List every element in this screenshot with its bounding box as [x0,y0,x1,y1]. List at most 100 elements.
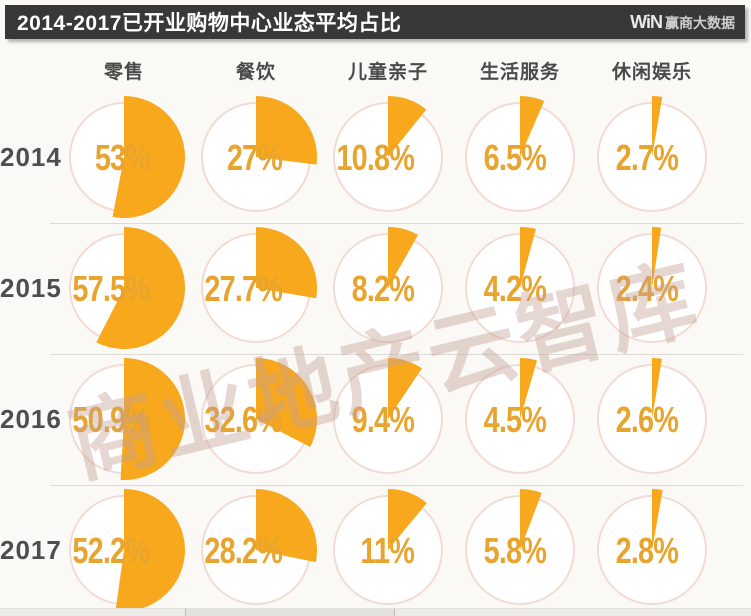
column-headers: 零售 餐饮 儿童亲子 生活服务 休闲娱乐 [58,57,718,84]
percent-text: 52.2% [72,529,150,571]
percent-text: 2.7% [615,136,679,178]
pie-slice [388,227,419,288]
pie-chart [333,227,443,343]
pie-slice [256,96,318,165]
year-label: 2015 [0,273,62,303]
pie-chart [465,489,575,605]
pie-cell: 53% [58,92,190,223]
pie-chart [201,227,317,343]
brand-name: 赢商大数据 [665,14,735,31]
percent-label: 8.2% [336,267,415,310]
pie-cell: 28.2% [190,485,322,616]
pie-cell: 50.9% [58,354,190,485]
percent-text: 4.2% [483,267,547,309]
pie-cell: 10.8% [322,92,454,223]
percent-label: 11% [347,530,414,572]
percent-text: 6.5% [483,136,547,178]
percent-text: 5.8% [483,529,547,571]
percent-text: 2.8% [615,529,679,571]
pie-grid: 2014 53% 27% 10.8% 6.5% 2.7% 2015 57.5% 27.7% 8.2… [0,92,751,616]
percent-text: 9.4% [351,398,415,440]
year-label: 2014 [0,142,62,172]
pie-chart [597,489,707,605]
pie-slice [520,489,542,550]
percent-label: 28.2% [185,530,282,572]
pie-slice [652,489,663,550]
pie-slice [256,227,317,299]
pie-chart [597,358,707,474]
pie-cell: 57.5% [58,223,190,354]
pie-slice [256,489,317,563]
strip-segment [185,609,395,616]
pie-cell: 2.6% [586,354,718,485]
year-row-2015: 2015 57.5% 27.7% 8.2% 4.2% 2.4% [0,223,751,354]
pie-cell: 2.8% [586,485,718,616]
percent-text: 11% [360,529,414,571]
percent-label: 53% [81,136,151,179]
pie-slice [112,96,185,218]
pie-cell: 9.4% [322,354,454,485]
pie-slice [520,358,538,419]
pie-cell: 4.5% [454,354,586,485]
pie-cell: 27.7% [190,223,322,354]
pie-chart [69,358,186,480]
pie-slice [520,227,536,288]
pie-slice [652,96,663,157]
pie-slice [256,358,318,448]
pie-slice [388,96,427,157]
pie-slice [652,227,662,288]
percent-label: 50.9% [53,399,150,441]
pie-cell: 11% [322,485,454,616]
percent-text: 50.9% [72,398,150,440]
year-row-2017: 2017 52.2% 28.2% 11% 5.8% 2.8% [0,485,751,616]
pie-cell: 27% [190,92,322,223]
pie-cell: 2.7% [586,92,718,223]
pie-cell: 6.5% [454,92,586,223]
percent-text: 27% [226,136,283,178]
pie-slice [388,489,427,550]
percent-text: 2.4% [615,267,679,309]
pie-chart [201,358,318,474]
pie-chart [597,96,707,212]
pie-chart [69,227,186,349]
pie-slice [120,358,186,480]
percent-label: 4.2% [468,267,547,310]
percent-label: 5.8% [468,529,547,572]
bottom-strip [0,608,751,616]
percent-text: 27.7% [204,267,282,309]
column-header-2: 餐饮 [235,62,276,83]
percent-text: 10.8% [336,136,414,178]
pie-cell: 2.4% [586,223,718,354]
percent-label: 52.2% [53,530,150,572]
percent-label: 27.7% [185,268,282,310]
pie-slice [115,489,185,611]
pie-slice [388,358,422,419]
column-header-5: 休闲娱乐 [611,62,692,83]
pie-chart [333,96,443,212]
pie-cell: 4.2% [454,223,586,354]
percent-text: 53% [94,136,151,178]
pie-cell: 32.6% [190,354,322,485]
percent-label: 9.4% [336,398,415,441]
pie-chart [69,489,185,611]
pie-slice [652,358,662,419]
percent-label: 10.8% [317,137,414,179]
pie-chart [201,489,317,605]
pie-chart [333,358,443,474]
percent-text: 8.2% [351,267,415,309]
pie-chart [201,96,318,212]
win-logo-icon: WiN [630,11,663,32]
column-header-3: 儿童亲子 [347,62,428,83]
percent-text: 57.5% [72,267,150,309]
header-bar: 2014-2017已开业购物中心业态平均占比 WiN 赢商大数据 [5,5,745,39]
pie-chart [69,96,185,218]
year-label: 2017 [0,535,62,565]
percent-label: 2.4% [600,267,679,310]
pie-slice [96,227,186,349]
column-header-1: 零售 [103,62,144,83]
year-label: 2016 [0,404,62,434]
year-row-2016: 2016 50.9% 32.6% 9.4% 4.5% 2.6% [0,354,751,485]
percent-text: 2.6% [615,398,679,440]
percent-label: 2.6% [600,398,679,441]
